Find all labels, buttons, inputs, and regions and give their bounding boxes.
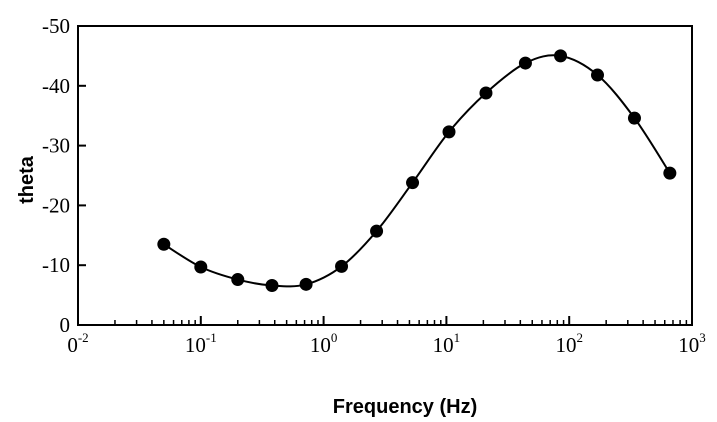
x-axis-title: Frequency (Hz) xyxy=(333,396,477,418)
data-point xyxy=(663,166,677,180)
data-point xyxy=(157,237,171,251)
y-tick-label: -10 xyxy=(42,253,70,277)
x-tick-label: 103 xyxy=(678,330,706,357)
data-point xyxy=(370,224,384,238)
data-point xyxy=(554,49,568,63)
x-tick-label: 102 xyxy=(555,330,583,357)
y-tick-label: -40 xyxy=(42,74,70,98)
series-line xyxy=(163,54,671,288)
data-point xyxy=(194,260,208,274)
x-tick-label: 100 xyxy=(310,330,338,357)
y-tick-label: -50 xyxy=(42,14,70,38)
y-axis-title: theta xyxy=(16,155,38,204)
x-tick-label: 10-1 xyxy=(185,330,217,357)
data-point xyxy=(518,56,532,70)
y-tick-label: 0 xyxy=(60,313,71,337)
y-tick-label: -20 xyxy=(42,193,70,217)
data-point xyxy=(590,68,604,82)
y-tick-label: -30 xyxy=(42,134,70,158)
plot-frame xyxy=(77,25,693,326)
x-axis-ticks: 0-2 10-1 100 101 102 103 xyxy=(67,316,706,357)
data-point xyxy=(442,125,456,139)
series-points xyxy=(157,49,677,293)
x-tick-label: 0-2 xyxy=(67,330,88,357)
data-point xyxy=(231,273,245,287)
data-point xyxy=(406,176,420,190)
data-point xyxy=(627,111,641,125)
y-axis-ticks: -50 -40 -30 -20 -10 0 xyxy=(42,14,86,337)
data-point xyxy=(479,86,493,100)
data-point xyxy=(265,279,279,293)
x-tick-label: 101 xyxy=(433,330,461,357)
data-point xyxy=(335,259,349,273)
data-point xyxy=(299,277,313,291)
